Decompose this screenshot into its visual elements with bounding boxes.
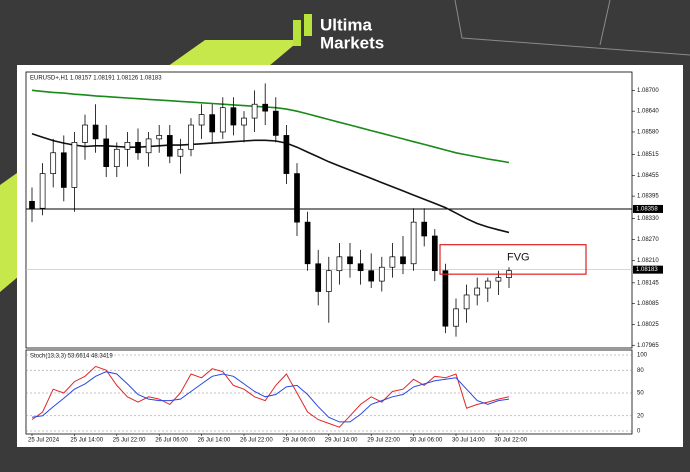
fvg-box: [439, 244, 587, 275]
candle-body: [484, 280, 491, 289]
x-tick-label: 25 Jul 22:00: [113, 438, 146, 444]
x-tick-label: 25 Jul 14:00: [70, 438, 103, 444]
candle-body: [378, 266, 385, 282]
candle-body: [495, 277, 502, 282]
logo-icon: [293, 20, 301, 46]
candle-body: [188, 124, 194, 150]
candle-body: [294, 173, 300, 223]
x-tick-label: 30 Jul 06:00: [410, 438, 443, 444]
candle-body: [82, 124, 88, 143]
decor-line: [599, 0, 611, 46]
y-tick-label: 1.08455: [637, 173, 659, 179]
candle-body: [453, 308, 459, 327]
candle-body: [124, 142, 131, 150]
candle-body: [198, 114, 205, 126]
y-tick-label: 1.08270: [637, 237, 659, 243]
candle-body: [71, 142, 78, 188]
candle-body: [219, 107, 226, 133]
candle-body: [50, 152, 57, 174]
main-pane: [25, 71, 633, 349]
x-tick-label: 26 Jul 22:00: [240, 438, 273, 444]
indicator-title: Stoch(13,3,3) 53.6614 48.3419: [30, 354, 113, 360]
candle-body: [241, 117, 247, 126]
price-tag: [633, 265, 663, 274]
candle-body: [92, 124, 99, 140]
stoch-line: [31, 365, 510, 428]
plot: 1.08700 1.08640 1.08580 1.08515 1.08455 1.083…: [26, 83, 663, 444]
logo-icon: [304, 14, 312, 36]
candle-body: [251, 103, 258, 119]
candle-body: [39, 173, 46, 209]
candle-body: [315, 263, 322, 292]
y-tick-label: 1.07965: [637, 343, 659, 349]
brand-text: Markets: [320, 33, 384, 52]
stoch-line: [31, 371, 510, 423]
candle-body: [230, 107, 237, 126]
candle-body: [410, 221, 417, 265]
y-tick-label: 1.08580: [637, 130, 659, 136]
decor-line: [454, 0, 690, 56]
candle-body: [368, 270, 375, 282]
x-tick-label: 29 Jul 06:00: [282, 438, 315, 444]
y-tick-label: 1.08145: [637, 280, 659, 286]
price-tag-label: 1.08358: [636, 207, 658, 213]
indicator-tick-label: 0: [637, 429, 641, 435]
moving-average: [31, 132, 510, 234]
candle-body: [283, 135, 290, 174]
y-tick-label: 1.08025: [637, 322, 659, 328]
y-tick-label: 1.08210: [637, 258, 659, 264]
x-tick-label: 30 Jul 14:00: [452, 438, 485, 444]
candle-body: [474, 287, 481, 296]
y-tick-label: 1.08330: [637, 216, 659, 222]
price-tag: [633, 204, 663, 213]
candle-body: [431, 235, 438, 272]
candle-body: [336, 256, 343, 272]
x-tick-label: 30 Jul 22:00: [494, 438, 527, 444]
y-tick-label: 1.08515: [637, 152, 659, 158]
candle-body: [103, 138, 110, 167]
chart-title: EURUSD+,H1 1.08157 1.08191 1.08126 1.081…: [30, 76, 162, 82]
candle-body: [209, 114, 216, 133]
candle-body: [400, 256, 406, 265]
candle-body: [156, 135, 163, 140]
candle-body: [113, 148, 120, 167]
candle-body: [135, 142, 141, 154]
candle-body: [177, 148, 184, 157]
logo: Ultima Markets: [293, 14, 384, 52]
candle-body: [60, 152, 67, 188]
candle-body: [421, 221, 428, 237]
candle-body: [357, 263, 364, 272]
candle-body: [304, 221, 311, 265]
y-tick-label: 1.08700: [637, 88, 659, 94]
x-tick-label: 26 Jul 14:00: [198, 438, 231, 444]
brand-text: Ultima: [320, 15, 373, 34]
moving-average: [31, 89, 510, 164]
indicator-tick-label: 100: [637, 353, 648, 359]
x-tick-label: 29 Jul 22:00: [367, 438, 400, 444]
y-tick-label: 1.08395: [637, 194, 659, 200]
indicator-tick-label: 50: [637, 391, 644, 397]
candle-body: [145, 138, 152, 154]
candle-body: [166, 135, 173, 157]
candle-body: [347, 256, 353, 265]
candle-body: [29, 200, 35, 209]
y-tick-label: 1.08640: [637, 109, 659, 115]
fvg-label: FVG: [507, 251, 530, 263]
x-tick-label: 29 Jul 14:00: [325, 438, 358, 444]
candle-body: [442, 270, 449, 327]
indicator-tick-label: 20: [637, 413, 644, 419]
x-tick-label: 25 Jul 2024: [28, 438, 60, 444]
candle-body: [262, 103, 269, 112]
price-tag-label: 1.08183: [636, 267, 658, 273]
y-tick-label: 1.08085: [637, 301, 659, 307]
candle-body: [389, 256, 396, 268]
x-tick-label: 26 Jul 06:00: [155, 438, 188, 444]
candle-body: [463, 294, 470, 310]
candle-body: [272, 110, 279, 136]
candle-body: [325, 270, 332, 292]
indicator-tick-label: 80: [637, 368, 644, 374]
